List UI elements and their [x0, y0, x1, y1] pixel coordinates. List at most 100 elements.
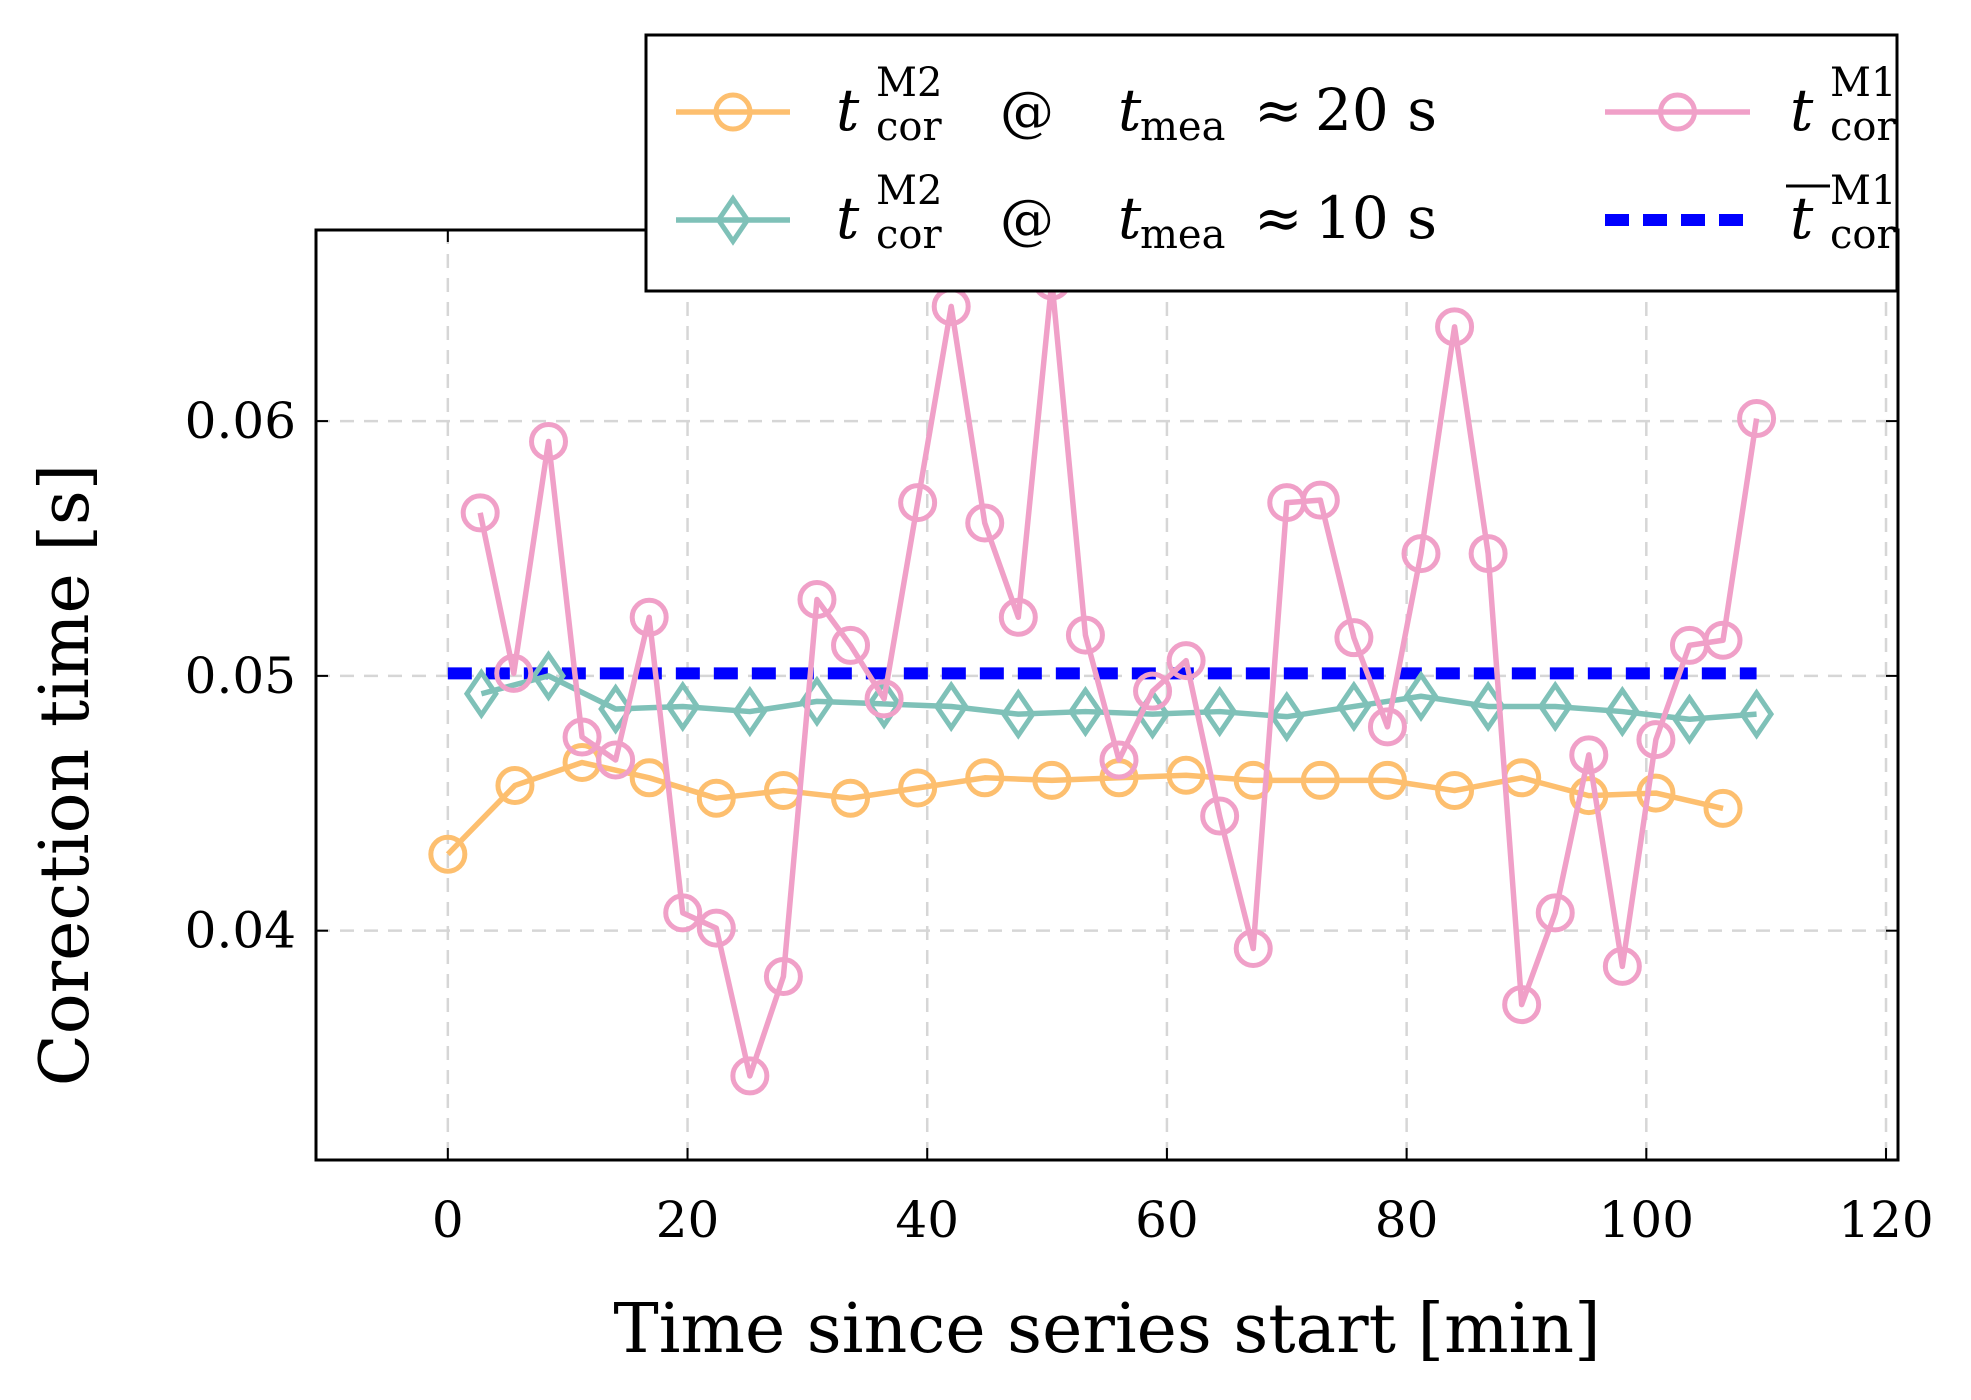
- data-point: [696, 908, 736, 948]
- data-point: [494, 653, 534, 693]
- legend-condition-symbol: t: [1118, 184, 1142, 252]
- data-point: [1569, 776, 1609, 816]
- data-point: [1671, 693, 1707, 745]
- data-point: [797, 579, 837, 619]
- x-tick-label: 60: [1135, 1191, 1199, 1249]
- data-point: [596, 740, 636, 780]
- data-point: [1067, 685, 1103, 738]
- data-point: [562, 717, 602, 757]
- x-tick-label: 100: [1599, 1191, 1694, 1249]
- data-point: [1737, 399, 1777, 439]
- data-point: [1535, 893, 1575, 933]
- legend-subscript: cor: [876, 212, 942, 258]
- x-tick-label: 20: [656, 1191, 720, 1249]
- legend-subscript: cor: [876, 104, 942, 150]
- data-point: [1703, 620, 1743, 660]
- data-point: [1502, 985, 1542, 1025]
- data-point: [1166, 755, 1206, 795]
- x-axis-label: Time since series start [min]: [613, 1290, 1600, 1369]
- data-point: [1403, 670, 1439, 722]
- legend-superscript: M1: [1830, 168, 1896, 214]
- data-point: [696, 778, 736, 818]
- legend-marker: [715, 194, 751, 246]
- data-point: [730, 1056, 770, 1096]
- data-point: [1065, 615, 1105, 655]
- data-point: [428, 834, 468, 874]
- data-point: [598, 683, 634, 735]
- data-point: [1537, 680, 1573, 733]
- data-point: [629, 597, 669, 637]
- data-point: [763, 957, 803, 997]
- data-point: [866, 678, 902, 730]
- axis-ticks: 0 20 40 60 80 100 120 0.04 0.05 0.06: [185, 230, 1934, 1249]
- data-point: [933, 680, 969, 733]
- data-point: [1435, 307, 1475, 347]
- legend-marker: [1658, 92, 1697, 132]
- data-point: [965, 758, 1005, 798]
- data-point: [665, 680, 701, 733]
- x-tick-label: 120: [1838, 1191, 1933, 1249]
- legend-approx-sign: ≈: [1254, 76, 1303, 144]
- data-point: [1269, 690, 1305, 743]
- data-point: [1468, 534, 1508, 574]
- y-tick-label: 0.04: [185, 902, 296, 960]
- data-point: [1604, 685, 1640, 738]
- y-tick-label: 0.05: [185, 647, 296, 705]
- data-point: [1636, 720, 1676, 760]
- data-point: [898, 768, 938, 808]
- data-point: [1202, 685, 1238, 738]
- data-point: [1166, 641, 1206, 681]
- legend-symbol: t: [1790, 184, 1814, 252]
- data-point: [1300, 760, 1340, 800]
- data-point: [1602, 946, 1642, 986]
- legend-condition-value: 20 s: [1315, 76, 1437, 144]
- data-point: [531, 650, 566, 702]
- data-point: [1336, 680, 1372, 733]
- data-point: [1000, 688, 1036, 740]
- data-point: [1334, 618, 1374, 658]
- data-point: [998, 597, 1038, 637]
- legend-superscript: M1: [1830, 60, 1896, 106]
- plot-frame: [314, 228, 1900, 1162]
- data-point: [495, 765, 535, 805]
- data-point: [1133, 671, 1173, 711]
- legend-superscript: M2: [876, 60, 942, 106]
- plot-series: [428, 261, 1777, 1096]
- data-point: [1233, 760, 1273, 800]
- data-point: [965, 503, 1005, 543]
- legend-condition-value: 10 s: [1315, 184, 1437, 252]
- data-point: [463, 668, 499, 720]
- data-point: [1636, 773, 1676, 813]
- legend-symbol: t: [836, 76, 860, 144]
- legend-symbol: t: [836, 184, 860, 252]
- data-point: [1569, 735, 1609, 775]
- legend-marker: [713, 92, 753, 132]
- data-point: [663, 893, 703, 933]
- data-point: [1032, 760, 1072, 800]
- series-line: [445, 759, 1724, 857]
- legend-condition-subscript: mea: [1140, 212, 1225, 258]
- y-tick-label: 0.06: [185, 392, 296, 450]
- data-point: [460, 493, 500, 533]
- data-point: [1739, 688, 1775, 740]
- legend-subscript: cor: [1830, 104, 1896, 150]
- legend-condition-symbol: t: [1118, 76, 1142, 144]
- x-tick-label: 0: [432, 1191, 464, 1249]
- data-point: [864, 679, 904, 719]
- legend-symbol: t: [1790, 76, 1814, 144]
- data-point: [831, 778, 871, 818]
- x-tick-label: 80: [1375, 1191, 1439, 1249]
- data-point: [898, 483, 938, 523]
- data-point: [1435, 771, 1475, 811]
- data-point: [1401, 534, 1441, 574]
- legend-approx-sign: ≈: [1254, 184, 1303, 252]
- data-point: [732, 685, 768, 738]
- data-point: [1099, 740, 1139, 780]
- data-point: [1200, 796, 1240, 836]
- legend-at-sign: @: [1000, 188, 1054, 251]
